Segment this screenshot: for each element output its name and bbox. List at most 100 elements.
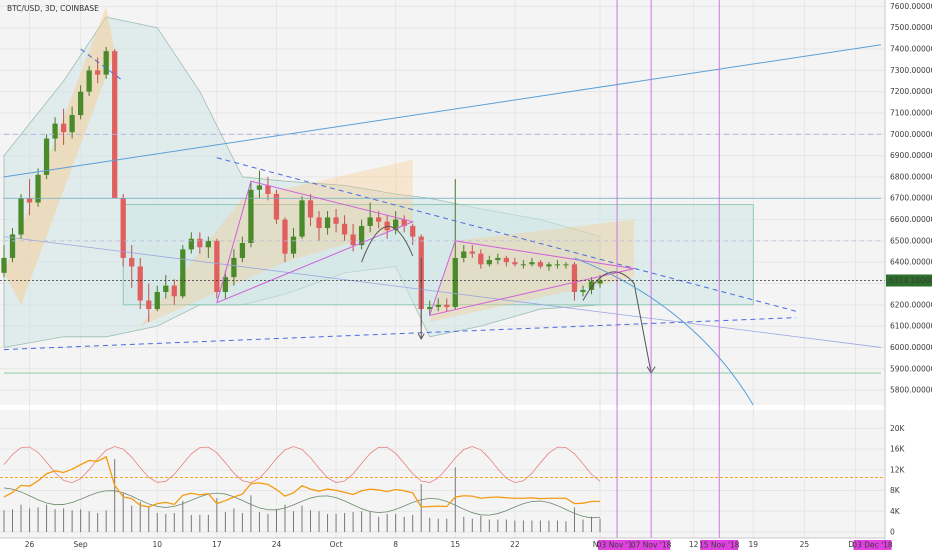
- candle-body: [214, 240, 220, 293]
- candle-body: [154, 292, 160, 310]
- candle-body: [26, 198, 33, 203]
- candle-body: [265, 185, 271, 194]
- candle-body: [35, 174, 41, 203]
- candle-body: [435, 304, 441, 307]
- candle-body: [469, 251, 475, 254]
- candle-body: [273, 193, 280, 220]
- candle-body: [197, 238, 203, 248]
- price-tick-label: 7100.00000: [890, 108, 932, 117]
- candle-body: [205, 240, 211, 248]
- candle-body: [546, 264, 552, 267]
- candle-body: [384, 221, 390, 231]
- price-tick-label: 7600.00000: [890, 2, 932, 11]
- candle-body: [171, 285, 177, 297]
- descending-curve: [574, 257, 754, 406]
- candle-body: [60, 123, 67, 133]
- candle-body: [129, 257, 135, 267]
- time-tick-label: Sep: [74, 540, 88, 549]
- indicator-tick-label: 0: [890, 528, 895, 537]
- candle-body: [341, 223, 348, 235]
- candle-body: [529, 262, 535, 265]
- time-tick-label: 8: [393, 540, 398, 549]
- candle-body: [120, 198, 126, 258]
- indicator-tick-label: 8K: [890, 486, 901, 495]
- candle-body: [188, 238, 194, 250]
- candle-body: [503, 257, 509, 263]
- candle-body: [401, 219, 407, 226]
- highlight-date-label: 07 Nov '18: [631, 541, 672, 550]
- candle-body: [239, 243, 246, 258]
- price-tick-label: 7300.00000: [890, 66, 932, 75]
- long-trendline: [3, 44, 882, 178]
- candle-body: [69, 115, 75, 133]
- candle-body: [588, 281, 595, 290]
- price-tick-label: 6100.00000: [890, 322, 932, 331]
- projection-arc-1: [361, 225, 414, 263]
- projection-arc-2: [582, 271, 652, 374]
- price-tick-label: 6000.00000: [890, 343, 932, 352]
- candle-body: [95, 70, 101, 75]
- trend-drawings: [0, 0, 885, 538]
- highlight-date-badge: [598, 540, 637, 550]
- candle-body: [231, 257, 237, 278]
- candle-body: [444, 304, 450, 307]
- triangle-pattern-2: [428, 240, 635, 317]
- time-axis[interactable]: 26Sep101724Oct81522Nov121925Dec03 Nov '1…: [25, 540, 893, 550]
- candle-body: [256, 185, 263, 190]
- candle-body: [333, 217, 339, 224]
- highlight-date-badge: [853, 540, 892, 550]
- indicator-tick-label: 4K: [890, 507, 901, 516]
- candle-body: [1, 257, 7, 273]
- price-tick-label: 7500.00000: [890, 23, 932, 32]
- candle-body: [393, 219, 399, 231]
- indicator-pane: [0, 410, 885, 538]
- price-tick-label: 6500.00000: [890, 236, 932, 245]
- price-tick-label: 6900.00000: [890, 151, 932, 160]
- candle-body: [376, 217, 382, 222]
- candle-body: [520, 264, 527, 266]
- time-tick-label: 24: [272, 540, 282, 549]
- candle-body: [537, 262, 544, 267]
- time-tick-label: 15: [450, 540, 460, 549]
- triangle-pattern-1: [216, 180, 415, 304]
- lower-diagonal: [3, 236, 882, 348]
- time-tick-label: 12: [689, 540, 699, 549]
- price-tick-label: 6600.00000: [890, 215, 932, 224]
- time-tick-label: 10: [152, 540, 162, 549]
- support-trendline: [3, 317, 796, 351]
- price-tick-label: 5800.00000: [890, 386, 932, 395]
- candle-body: [358, 225, 365, 246]
- price-axis[interactable]: 5800.00000 5900.00000 6000.00000 6100.00000…: [886, 2, 932, 395]
- candle-body: [282, 219, 288, 254]
- price-tick-label: 7000.00000: [890, 130, 932, 139]
- candle-body: [112, 51, 118, 199]
- highlight-date-label: 03 Nov '18: [597, 541, 638, 550]
- candle-body: [461, 251, 467, 258]
- highlight-date-label: 15 Nov '18: [699, 541, 740, 550]
- highlight-date-badge: [632, 540, 671, 550]
- price-tick-label: 5900.00000: [890, 364, 932, 373]
- candle-body: [410, 225, 416, 237]
- price-tick-label: 6200.00000: [890, 300, 932, 309]
- candle-body: [137, 266, 143, 301]
- candle-body: [324, 217, 331, 229]
- range-box: [122, 204, 754, 306]
- highlight-date-label: 03 Dec '18: [852, 541, 893, 550]
- price-tick-label: 6700.00000: [890, 194, 932, 203]
- candle-body: [222, 277, 229, 293]
- candle-body: [478, 253, 484, 265]
- indicator-tick-label: 20K: [890, 424, 906, 433]
- resistance-trendline: [216, 157, 796, 312]
- pennant-zone-1: [140, 159, 413, 327]
- candle-body: [512, 262, 518, 265]
- candle-body: [367, 217, 373, 226]
- last-price-badge: [886, 274, 932, 287]
- candle-body: [350, 234, 356, 246]
- candle-body: [180, 249, 186, 297]
- time-tick-label: 17: [212, 540, 222, 549]
- candle-body: [299, 200, 305, 237]
- candle-body: [103, 51, 109, 75]
- drop-arrowhead: [417, 333, 425, 340]
- drawing-overlays: [3, 6, 754, 348]
